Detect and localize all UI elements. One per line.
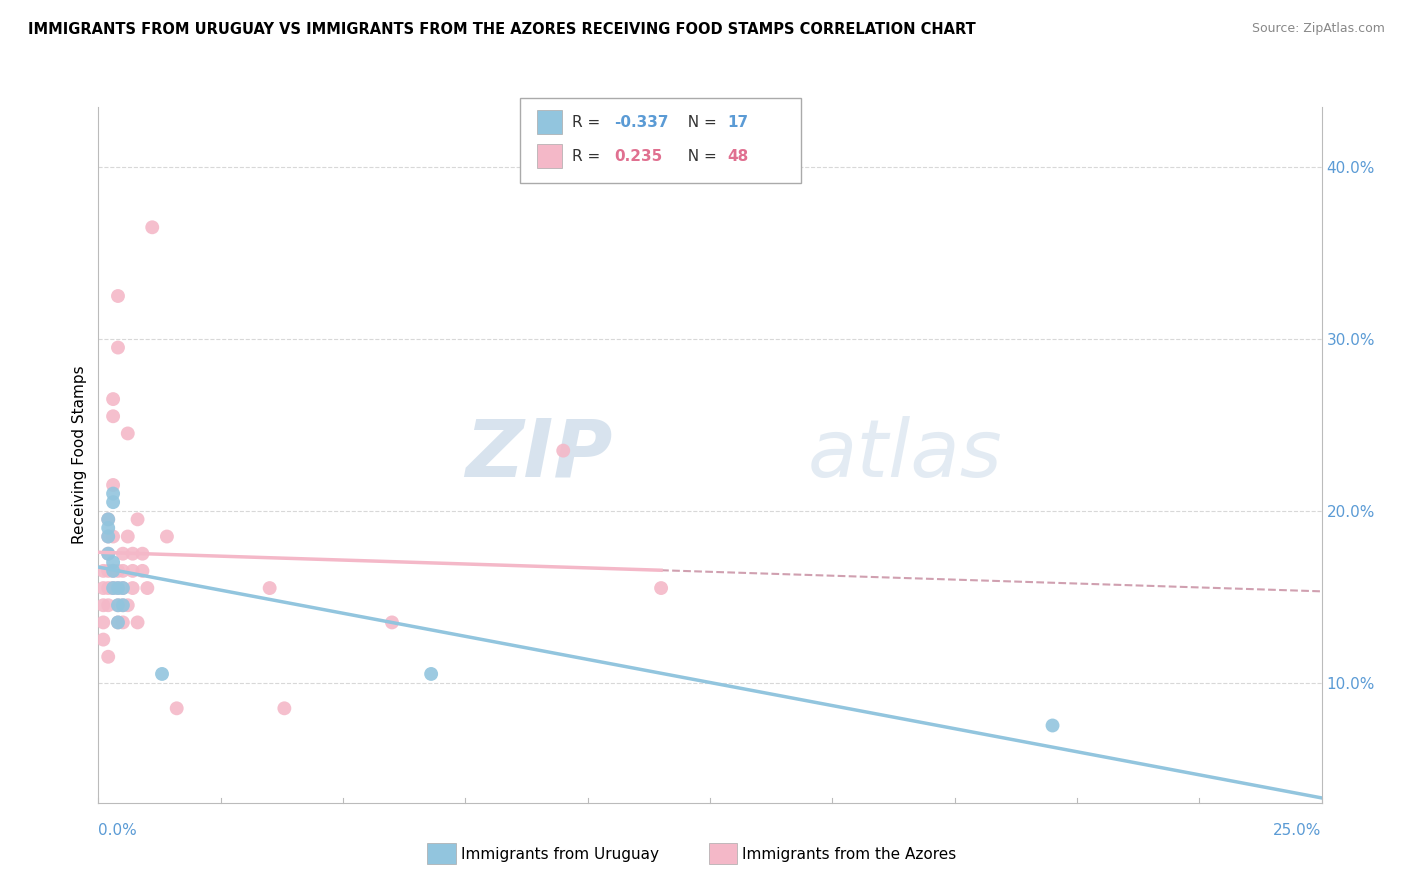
Point xyxy=(111,581,134,595)
Point xyxy=(111,581,134,595)
Text: 0.0%: 0.0% xyxy=(98,823,138,838)
Text: Immigrants from Uruguay: Immigrants from Uruguay xyxy=(461,847,659,862)
Point xyxy=(97,547,120,561)
Text: Immigrants from the Azores: Immigrants from the Azores xyxy=(742,847,956,862)
Point xyxy=(101,486,124,500)
Point xyxy=(107,599,129,613)
Point xyxy=(150,667,173,681)
Point xyxy=(101,555,124,569)
Text: N =: N = xyxy=(678,149,721,163)
Point xyxy=(91,599,114,613)
Point xyxy=(91,615,114,630)
Point xyxy=(121,581,143,595)
Point xyxy=(121,547,143,561)
Point xyxy=(97,547,120,561)
Point xyxy=(1042,718,1064,732)
Point xyxy=(97,521,120,535)
Point xyxy=(91,564,114,578)
Text: 17: 17 xyxy=(727,115,748,129)
Point xyxy=(97,529,120,543)
Point xyxy=(131,547,153,561)
Point xyxy=(97,512,120,526)
Point xyxy=(107,341,129,355)
Text: N =: N = xyxy=(678,115,721,129)
Text: 25.0%: 25.0% xyxy=(1274,823,1322,838)
Point xyxy=(107,289,129,303)
Point xyxy=(97,529,120,543)
Point xyxy=(553,443,575,458)
Point xyxy=(111,599,134,613)
Point xyxy=(111,599,134,613)
Point xyxy=(111,547,134,561)
Point xyxy=(136,581,159,595)
Point xyxy=(111,564,134,578)
Point xyxy=(97,581,120,595)
Point xyxy=(107,599,129,613)
Y-axis label: Receiving Food Stamps: Receiving Food Stamps xyxy=(72,366,87,544)
Point xyxy=(117,426,139,441)
Point xyxy=(101,409,124,424)
Point xyxy=(259,581,281,595)
Point xyxy=(91,581,114,595)
Point xyxy=(650,581,672,595)
Point xyxy=(97,564,120,578)
Point xyxy=(107,581,129,595)
Point xyxy=(107,581,129,595)
Point xyxy=(111,615,134,630)
Point xyxy=(101,564,124,578)
Point xyxy=(101,495,124,509)
Text: Source: ZipAtlas.com: Source: ZipAtlas.com xyxy=(1251,22,1385,36)
Point xyxy=(101,478,124,492)
Point xyxy=(101,529,124,543)
Point xyxy=(97,649,120,664)
Point xyxy=(273,701,295,715)
Text: IMMIGRANTS FROM URUGUAY VS IMMIGRANTS FROM THE AZORES RECEIVING FOOD STAMPS CORR: IMMIGRANTS FROM URUGUAY VS IMMIGRANTS FR… xyxy=(28,22,976,37)
Text: ZIP: ZIP xyxy=(465,416,612,494)
Point xyxy=(381,615,404,630)
Text: R =: R = xyxy=(572,149,606,163)
Point xyxy=(166,701,188,715)
Point xyxy=(97,599,120,613)
Point xyxy=(101,581,124,595)
Text: atlas: atlas xyxy=(808,416,1002,494)
Point xyxy=(127,512,149,526)
Point xyxy=(117,599,139,613)
Point xyxy=(141,220,163,235)
Point xyxy=(101,392,124,406)
Point xyxy=(97,512,120,526)
Text: 48: 48 xyxy=(727,149,748,163)
Point xyxy=(101,581,124,595)
Point xyxy=(420,667,443,681)
Text: R =: R = xyxy=(572,115,606,129)
Point xyxy=(117,529,139,543)
Point xyxy=(107,615,129,630)
Point xyxy=(127,615,149,630)
Point xyxy=(91,632,114,647)
Point xyxy=(107,564,129,578)
Point xyxy=(107,615,129,630)
Text: 0.235: 0.235 xyxy=(614,149,662,163)
Point xyxy=(156,529,179,543)
Text: -0.337: -0.337 xyxy=(614,115,669,129)
Point xyxy=(101,564,124,578)
Point xyxy=(121,564,143,578)
Point xyxy=(131,564,153,578)
